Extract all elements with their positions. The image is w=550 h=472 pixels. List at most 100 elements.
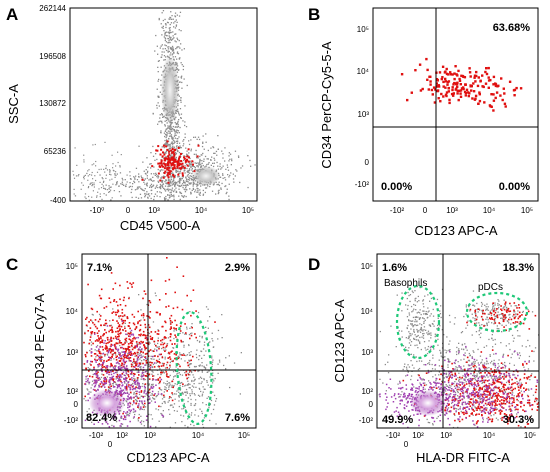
panel-a-gray-point [89, 183, 91, 185]
panel-d-gray-point [448, 349, 450, 351]
panel-a-gray-point [167, 46, 169, 48]
panel-c-red-point [168, 352, 171, 355]
panel-a-gray-point [175, 184, 177, 186]
panel-c-gray-point [189, 387, 191, 389]
panel-a-gray-point [157, 66, 159, 68]
panel-c-red-point [163, 362, 165, 365]
panel-c-purple-point [84, 419, 87, 422]
panel-d-gray-point [514, 409, 516, 411]
panel-c-red-point [149, 317, 151, 319]
panel-c-gray-point [193, 365, 196, 368]
panel-a-gray-point [74, 195, 77, 197]
panel-a-gray-point [184, 191, 187, 193]
panel-a-gray-point [158, 19, 160, 21]
panel-c-red-point [157, 339, 159, 342]
panel-a-gray-point [91, 174, 93, 176]
panel-a-gray-point [192, 170, 194, 173]
panel-c-red-point [132, 400, 135, 402]
panel-a-gray-point [143, 179, 145, 181]
panel-c-gray-point [108, 384, 111, 386]
panel-c-purple-point [108, 426, 111, 428]
panel-a-gray-point [103, 193, 105, 195]
panel-c-red-point [160, 353, 162, 356]
panel-b-red-point [478, 91, 481, 94]
panel-d-gray-point [427, 363, 429, 365]
panel-a-gray-point [194, 191, 196, 193]
panel-c-gray-point [136, 371, 138, 373]
panel-b-red-point [458, 89, 461, 92]
panel-a-gray-point [168, 127, 170, 129]
panel-c-gray-point [120, 425, 122, 427]
panel-c-gray-point [182, 353, 185, 355]
panel-a-gray-point [160, 66, 162, 68]
panel-c-red-point [105, 360, 108, 362]
panel-c-purple-point [116, 384, 119, 386]
panel-c-gray-point [157, 329, 159, 331]
panel-c-purple-point [122, 351, 124, 353]
panel-c-purple-point [161, 414, 163, 416]
panel-c-gray-point [92, 373, 94, 376]
panel-d-gray-point [527, 308, 529, 311]
panel-d-gray-point [497, 419, 499, 421]
panel-a-gray-point [174, 181, 176, 183]
panel-a-gray-point [184, 184, 186, 187]
panel-d-gray-point [495, 407, 497, 409]
panel-a-gray-point [100, 168, 102, 170]
panel-d-gray-point [445, 373, 447, 376]
panel-c-gray-point [201, 371, 203, 373]
panel-c-red-point [96, 332, 99, 334]
panel-a-gray-point [87, 187, 89, 189]
panel-c-gray-point [201, 381, 203, 383]
panel-c-gray-point [113, 358, 115, 360]
panel-d-gray-point [502, 353, 505, 355]
panel-a-red-point [160, 159, 163, 162]
panel-a-gray-point [99, 193, 101, 195]
panel-d-gray-point [438, 359, 440, 361]
panel-a-gray-point [175, 131, 177, 133]
panel-c-gray-point [119, 366, 122, 368]
panel-a-gray-point [159, 169, 161, 172]
panel-b-red-point [426, 68, 429, 72]
panel-a-gray-point [168, 197, 171, 199]
panel-c-gray-point [212, 340, 214, 342]
panel-c-red-point [93, 353, 96, 355]
panel-c-red-point [114, 282, 117, 285]
panel-a-red-point [167, 155, 170, 158]
panel-b-red-point [463, 76, 467, 79]
panel-c-purple-point [125, 372, 128, 374]
panel-a-red-point [162, 165, 164, 168]
panel-d-gray-point [519, 419, 522, 421]
panel-a-gray-point [138, 181, 140, 183]
panel-d-gray-point [484, 325, 486, 327]
panel-a-gray-point [169, 145, 171, 147]
panel-c-purple-point [108, 379, 111, 381]
panel-a-gray-point [236, 170, 238, 172]
panel-c-gray-point [124, 382, 126, 384]
panel-a-gray-point [140, 187, 142, 190]
panel-a-gray-point [73, 174, 75, 176]
panel-a-gray-point [187, 174, 189, 176]
panel-b-quad-bottom-right: 0.00% [499, 181, 530, 193]
panel-d-gray-point [409, 339, 411, 341]
panel-a-gray-point [237, 155, 240, 157]
panel-d-gray-point [472, 398, 474, 400]
panel-c-purple-point [116, 389, 118, 392]
panel-c-red-point [157, 360, 159, 363]
panel-c-ylabel: CD34 PE-Cy7-A [32, 293, 47, 388]
panel-c-gray-point [207, 320, 209, 322]
panel-c-gray-point [139, 397, 141, 399]
panel-c-red-point [172, 386, 174, 389]
panel-c-red-point [122, 329, 124, 331]
panel-d-gray-point [418, 330, 420, 332]
panel-a-gray-point [152, 184, 155, 186]
panel-c-purple-point [141, 356, 143, 358]
panel-c-gray-point [209, 376, 211, 378]
panel-a-gray-point [104, 187, 106, 190]
panel-a-gray-point [193, 166, 195, 168]
panel-a-gray-point [228, 195, 230, 197]
panel-d-gray-point [421, 324, 423, 326]
panel-c-gray-point [203, 341, 206, 343]
panel-b-red-point [453, 77, 456, 81]
panel-c-red-point [105, 379, 108, 381]
panel-c-red-point [118, 325, 121, 328]
